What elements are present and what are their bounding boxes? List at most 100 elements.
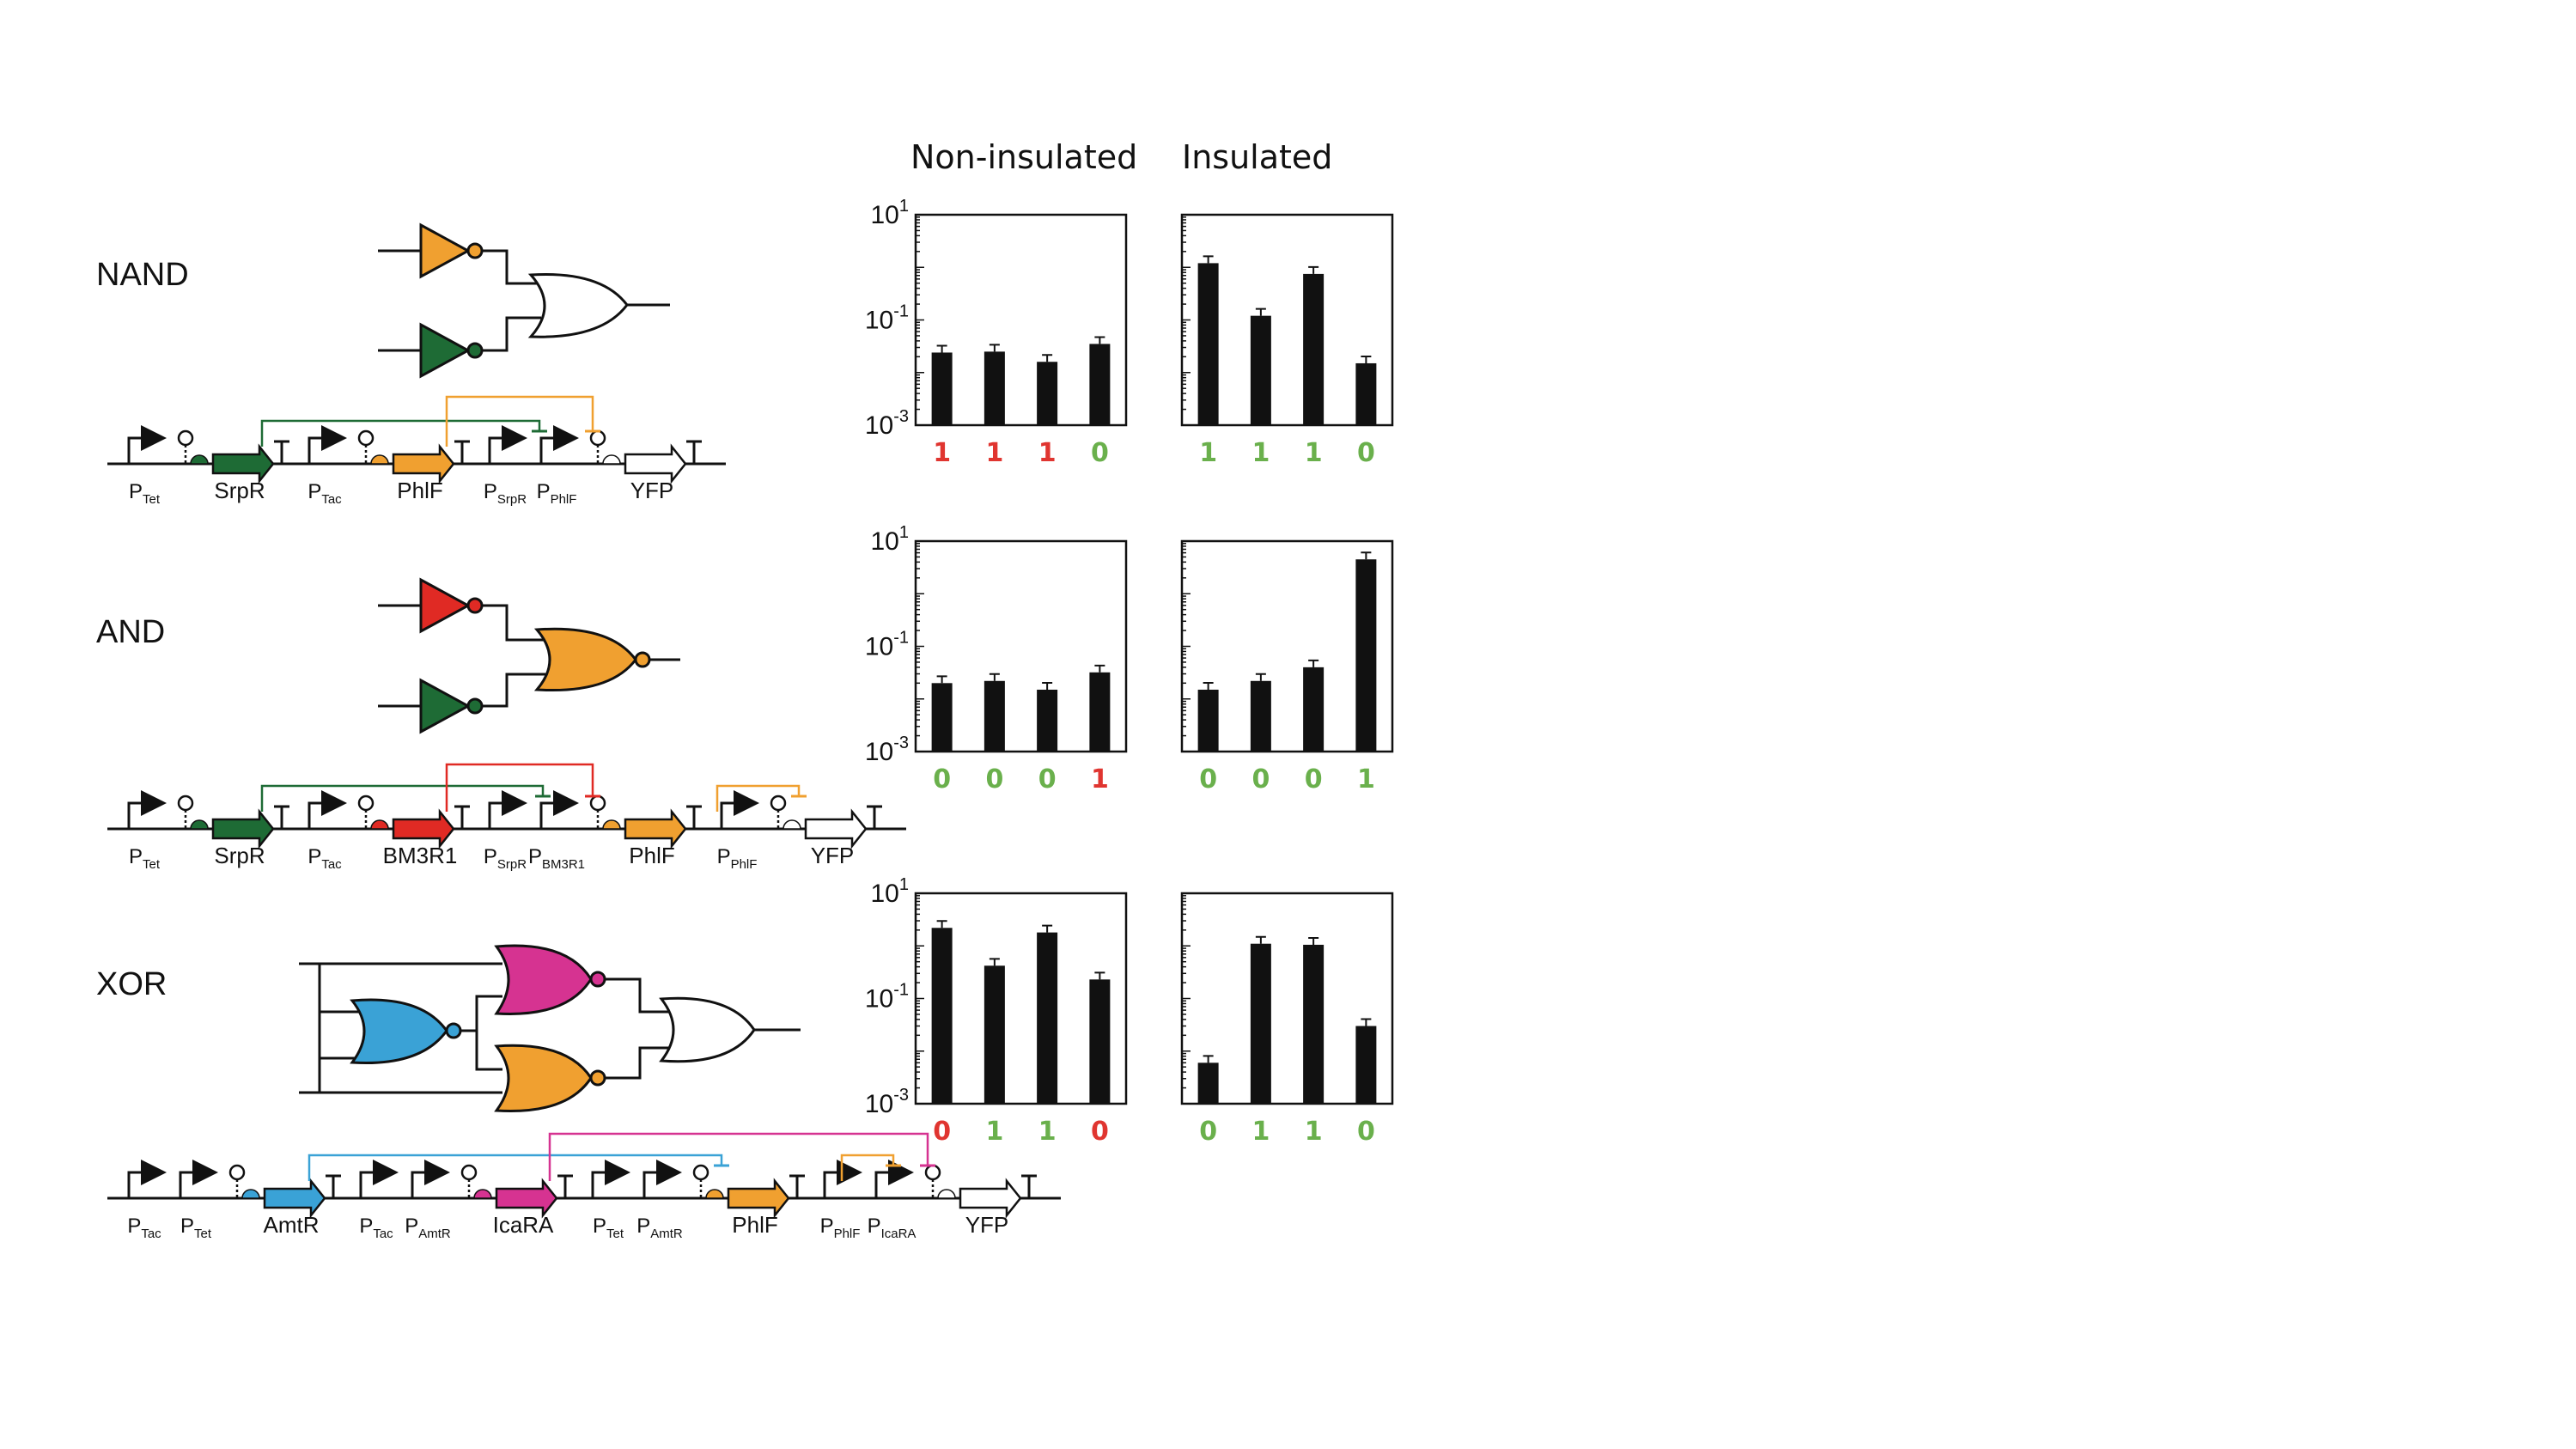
- y-tick-label: 10-1: [865, 629, 909, 661]
- bar: [1250, 680, 1271, 752]
- error-bar: [989, 958, 1000, 966]
- regulation-lines: [260, 763, 807, 812]
- promoter-label: PAmtR: [405, 1215, 451, 1241]
- regulation-lines: [308, 1132, 935, 1181]
- header-insulated: Insulated: [1182, 138, 1332, 176]
- output-label: 1: [1251, 1117, 1270, 1147]
- promoter-icon: PTac: [308, 425, 347, 507]
- cds-label: AmtR: [264, 1212, 320, 1238]
- ribozyme-rbs-icon: [357, 795, 389, 830]
- error-bar: [1361, 355, 1372, 363]
- error-bar: [1361, 551, 1372, 560]
- cds-label: YFP: [965, 1212, 1009, 1238]
- promoter-icon: PSrpR: [484, 790, 527, 872]
- promoter-label: PPhlF: [537, 480, 577, 507]
- bar: [1197, 263, 1219, 425]
- bar: [1355, 362, 1377, 425]
- bar: [931, 352, 953, 425]
- ribozyme-rbs-icon: [589, 795, 621, 830]
- error-bar: [936, 675, 947, 684]
- terminator-icon: [686, 805, 702, 829]
- promoter-icon: PIcaRA: [868, 1160, 917, 1241]
- cds-yfp-icon: YFP: [959, 1178, 1022, 1238]
- promoter-label: PTet: [593, 1215, 624, 1241]
- promoter-label: PSrpR: [484, 480, 527, 507]
- and-logic-diagram: [378, 577, 680, 734]
- cds-yfp-icon: YFP: [624, 443, 687, 503]
- bar: [931, 928, 953, 1104]
- ribozyme-rbs-icon: [177, 795, 209, 830]
- error-bar: [1203, 681, 1214, 690]
- nor-gate-orange-icon: [494, 1044, 593, 1112]
- ribozyme-rbs-icon: [770, 795, 801, 830]
- error-bar: [1361, 1018, 1372, 1026]
- error-bar: [989, 344, 1000, 352]
- bar-chart-xor-insulated: 0 1 1 0: [1180, 892, 1394, 1147]
- promoter-label: PTet: [180, 1215, 212, 1241]
- output-label: 1: [1199, 438, 1217, 468]
- output-label: 1: [1357, 764, 1375, 795]
- cds-phlf-icon: PhlF: [624, 808, 687, 868]
- not-gate-orange-icon: [419, 222, 472, 279]
- ribozyme-rbs-icon: [357, 429, 389, 465]
- bar: [984, 351, 1005, 425]
- output-label: 0: [1038, 764, 1057, 795]
- y-tick-label: 101: [871, 197, 910, 229]
- nor-gate-orange-icon: [533, 627, 637, 692]
- promoter-label: PTet: [129, 845, 161, 872]
- promoter-icon: PBM3R1: [528, 790, 585, 872]
- or-gate-icon: [527, 272, 629, 338]
- output-label: 0: [1305, 764, 1323, 795]
- output-label: 0: [1199, 1117, 1217, 1147]
- not-gate-green-icon: [419, 678, 472, 734]
- error-bar: [936, 344, 947, 353]
- terminator-icon: [557, 1174, 573, 1198]
- bar-chart-xor-non-insulated: 101 10-1 10-3 0 1 1 0: [865, 875, 1128, 1147]
- promoter-label: PTac: [127, 1215, 161, 1241]
- bar: [1355, 1026, 1377, 1104]
- nor-gate-blue-icon: [350, 998, 448, 1065]
- bar: [1037, 932, 1058, 1104]
- cds-yfp-icon: YFP: [804, 808, 868, 868]
- bar: [1037, 689, 1058, 752]
- error-bar: [1203, 1055, 1214, 1063]
- cds-srpr-icon: SrpR: [211, 808, 275, 868]
- cds-phlf-icon: PhlF: [727, 1178, 790, 1238]
- bar: [1355, 559, 1377, 752]
- bar-chart-and-insulated: 0 0 0 1: [1180, 539, 1394, 795]
- bar: [984, 680, 1005, 752]
- y-tick-label: 10-1: [865, 302, 909, 335]
- bar: [1089, 672, 1111, 752]
- bar: [984, 965, 1005, 1104]
- ribozyme-rbs-icon: [460, 1164, 492, 1199]
- output-label: 1: [933, 438, 951, 468]
- cds-label: PhlF: [397, 478, 442, 503]
- bar: [1250, 315, 1271, 425]
- bar: [1303, 273, 1325, 425]
- not-gate-green-icon: [419, 322, 472, 379]
- terminator-icon: [274, 805, 289, 829]
- error-bar: [1042, 924, 1053, 933]
- terminator-icon: [454, 440, 470, 464]
- promoter-label: PIcaRA: [868, 1215, 917, 1241]
- bar: [1197, 689, 1219, 752]
- bar: [1197, 1062, 1219, 1104]
- gate-name-nand: NAND: [96, 257, 189, 293]
- promoter-icon: PSrpR: [484, 425, 527, 507]
- bar: [1089, 979, 1111, 1104]
- bar: [1250, 943, 1271, 1104]
- cds-label: BM3R1: [383, 843, 458, 868]
- y-tick-label: 10-3: [865, 407, 909, 440]
- output-label: 0: [933, 1117, 951, 1147]
- output-label: 0: [933, 764, 951, 795]
- output-label: 1: [985, 438, 1003, 468]
- error-bar: [1203, 255, 1214, 264]
- cds-label: SrpR: [214, 478, 265, 503]
- promoter-label: PTac: [359, 1215, 393, 1241]
- promoter-icon: PTet: [127, 790, 167, 872]
- cds-label: PhlF: [732, 1212, 777, 1238]
- ribozyme-rbs-icon: [177, 429, 209, 465]
- nor-gate-magenta-icon: [494, 944, 593, 1015]
